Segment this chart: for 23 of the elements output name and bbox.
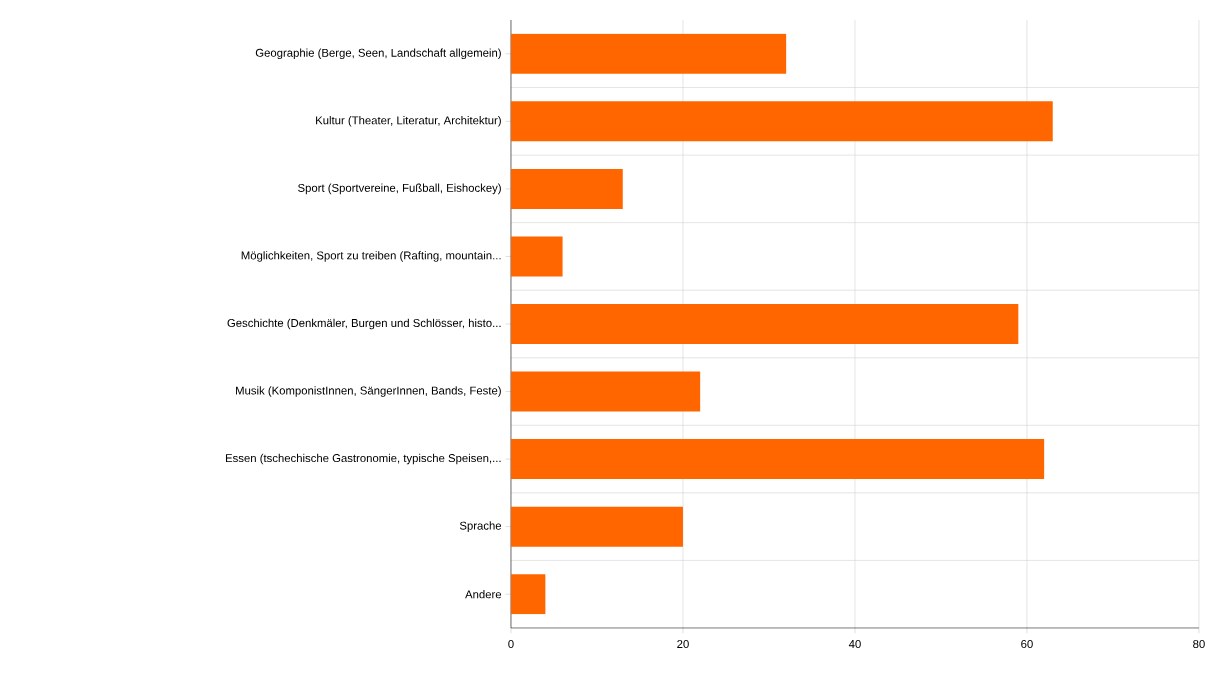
x-tick-label: 0 [508, 640, 514, 649]
x-tick-label: 60 [1021, 640, 1033, 649]
y-tick-label: Andere [465, 590, 502, 599]
bar [510, 33, 787, 74]
y-tick-label: Musik (KomponistInnen, SängerInnen, Bands, Feste) [236, 386, 501, 397]
bar [510, 168, 623, 209]
bar [510, 101, 1053, 142]
y-tick-label: Möglichkeiten, Sport zu treiben (Rafting, mountain... [241, 251, 501, 262]
bar [510, 371, 701, 412]
bar [510, 506, 683, 547]
bar [510, 236, 563, 277]
bar [510, 439, 1045, 480]
y-tick-label: Essen (tschechische Gastronomie, typische Speisen,... [225, 453, 501, 465]
bar [510, 574, 546, 615]
y-tick-label: Sprache [459, 521, 502, 532]
y-tick-label: Geschichte (Denkmäler, Burgen und Schlösser, histo... [227, 318, 501, 330]
x-tick-label: 20 [677, 640, 689, 649]
y-tick-label: Sport (Sportvereine, Fußball, Eishockey) [298, 183, 501, 195]
bar [510, 304, 1019, 344]
y-tick-label: Geographie (Berge, Seen, Landschaft allgemein) [255, 48, 501, 60]
x-tick-label: 40 [848, 640, 861, 649]
y-tick-label: Kultur (Theater, Literatur, Architektur) [316, 116, 501, 127]
x-tick-label: 80 [1193, 640, 1205, 649]
